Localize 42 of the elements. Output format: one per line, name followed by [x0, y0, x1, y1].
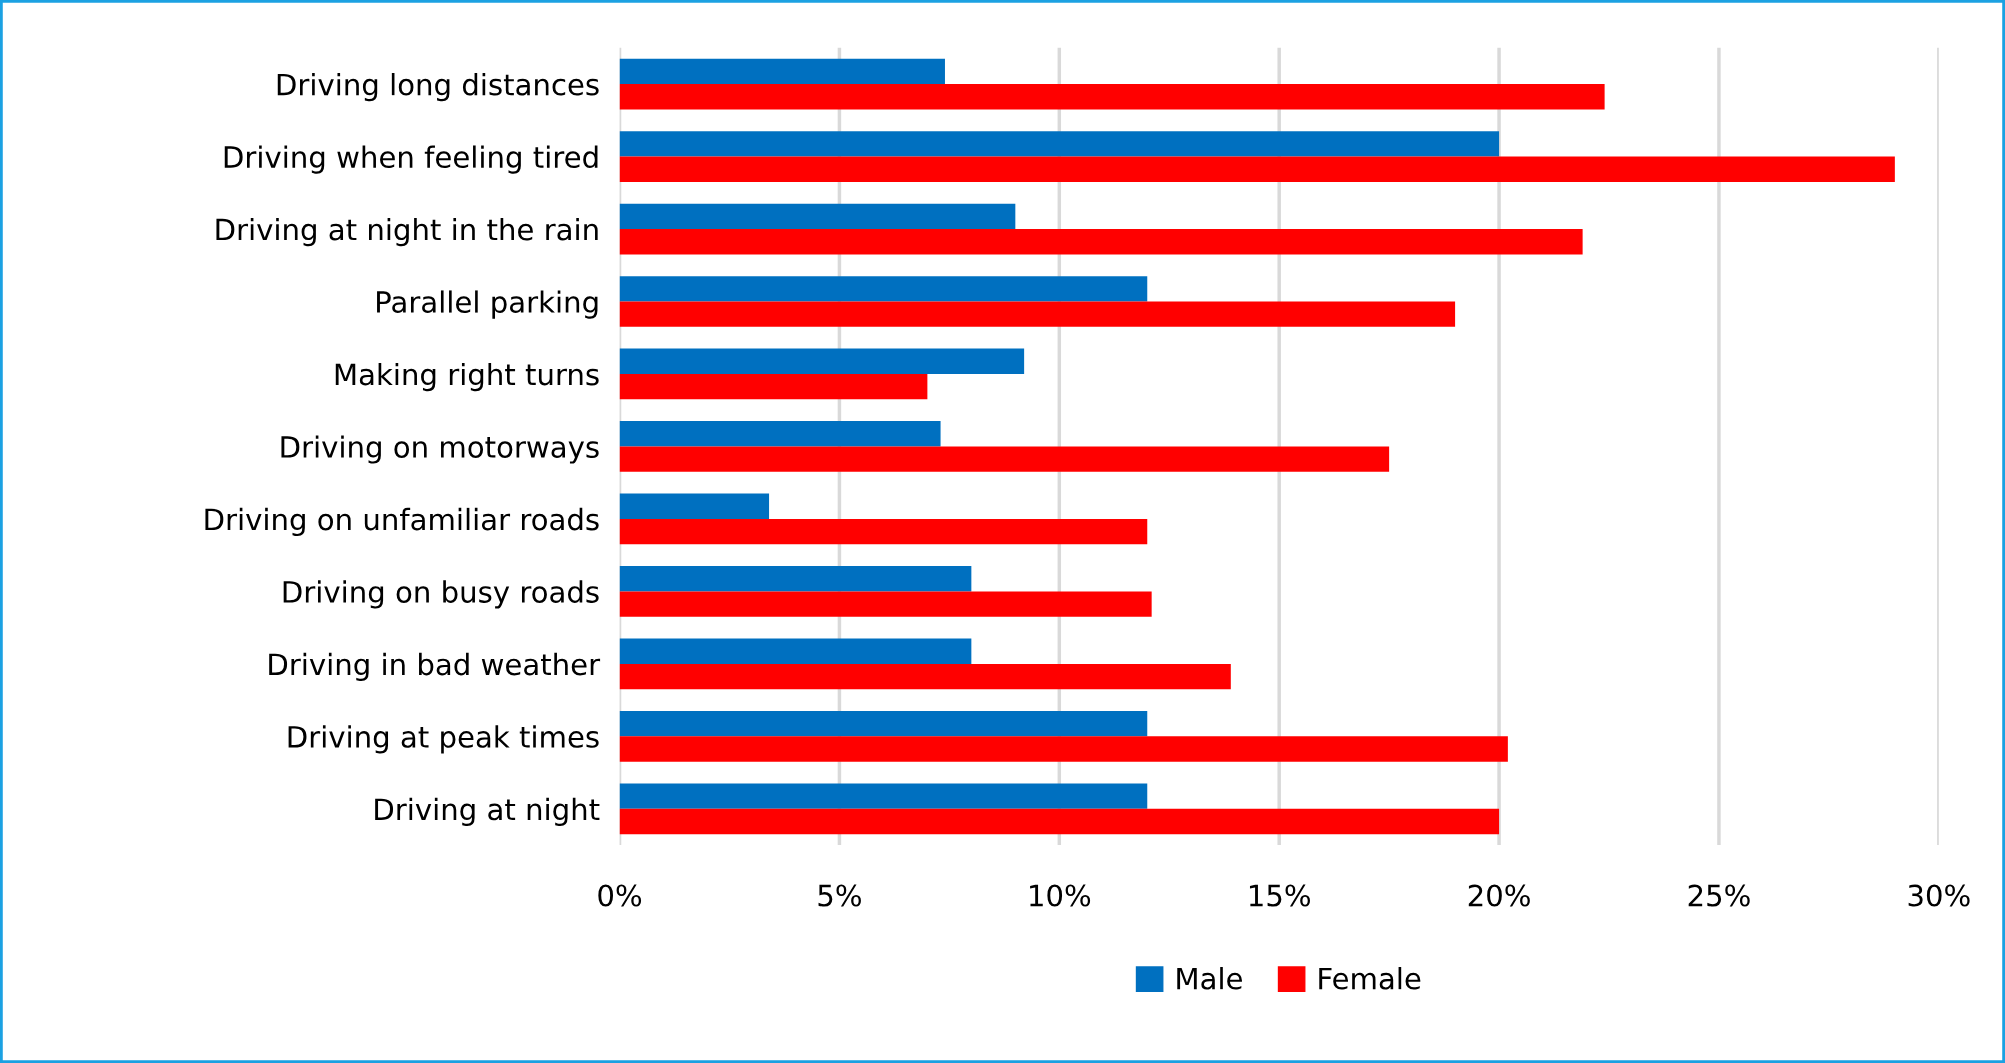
bar: [619, 276, 1148, 302]
bar: [619, 229, 1583, 255]
bar: [619, 638, 972, 664]
x-tick-label: 25%: [1688, 884, 1750, 907]
y-tick-label: Driving on motorways: [281, 435, 599, 464]
bar: [619, 58, 945, 85]
x-tick-label: 5%: [818, 884, 861, 907]
y-tick-label: Driving on unfamiliar roads: [205, 507, 599, 537]
bar: [619, 493, 770, 519]
x-tick-label: 30%: [1908, 884, 1970, 907]
bar: [619, 518, 1148, 545]
bar: [619, 711, 1148, 737]
bar: [619, 348, 1025, 374]
bar: [619, 84, 1605, 110]
x-tick-label: 0%: [598, 884, 642, 907]
y-tick-label: Driving at peak times: [288, 725, 599, 754]
bar: [619, 566, 972, 592]
bar: [619, 301, 1456, 327]
y-tick-label: Driving on busy roads: [283, 580, 599, 609]
y-tick-label: Driving in bad weather: [269, 652, 601, 682]
y-tick-label: Making right turns: [335, 362, 599, 392]
bar: [619, 783, 1148, 809]
bar: [619, 203, 1016, 230]
bar: [619, 736, 1508, 762]
bar: [619, 156, 1895, 182]
bar: [619, 421, 941, 447]
x-tick-label: 10%: [1030, 884, 1091, 907]
legend-label: Female: [1319, 967, 1421, 990]
bar: [619, 446, 1390, 472]
y-tick-label: Driving at night in the rain: [216, 217, 598, 247]
bar: [619, 663, 1231, 690]
bar: [619, 591, 1152, 617]
y-tick-label: Parallel parking: [377, 290, 598, 319]
bar: [619, 131, 1500, 157]
bar: [619, 373, 928, 400]
y-tick-label: Driving at night: [375, 797, 600, 826]
legend-label: Male: [1177, 967, 1242, 990]
y-tick-label: Driving when feeling tired: [224, 145, 598, 174]
y-tick-label: Driving long distances: [277, 72, 599, 102]
x-tick-label: 15%: [1249, 884, 1310, 907]
bar: [619, 808, 1500, 835]
x-tick-label: 20%: [1468, 884, 1530, 907]
